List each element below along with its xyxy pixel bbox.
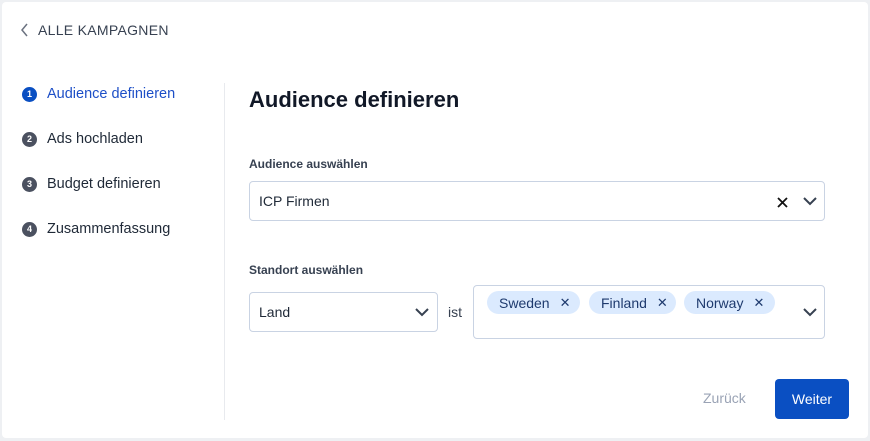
step-number: 4: [22, 221, 37, 237]
step-label: Zusammenfassung: [47, 221, 171, 237]
chevron-down-icon[interactable]: [803, 308, 817, 317]
audience-label: Audience auswählen: [249, 157, 368, 171]
tag-label: Sweden: [499, 294, 550, 311]
tag-sweden: Sweden ✕: [487, 291, 580, 314]
step-number: 3: [22, 176, 37, 192]
step-label: Audience definieren: [47, 86, 176, 102]
back-button[interactable]: Zurück: [703, 390, 746, 406]
step-ads[interactable]: 2 Ads hochladen: [22, 131, 143, 147]
audience-select[interactable]: ICP Firmen: [249, 181, 825, 221]
step-label: Budget definieren: [47, 176, 161, 192]
page-title: Audience definieren: [249, 87, 460, 112]
step-number: 1: [22, 86, 37, 102]
tag-label: Finland: [601, 294, 647, 311]
tag-norway: Norway ✕: [684, 291, 775, 314]
remove-tag-icon[interactable]: ✕: [559, 294, 571, 310]
divider: [224, 83, 225, 420]
location-label: Standort auswählen: [249, 263, 364, 277]
step-number: 2: [22, 131, 37, 147]
step-summary[interactable]: 4 Zusammenfassung: [22, 221, 170, 237]
clear-icon[interactable]: [777, 197, 788, 208]
next-button[interactable]: Weiter: [775, 379, 849, 419]
chevron-down-icon[interactable]: [415, 308, 429, 317]
tag-finland: Finland ✕: [589, 291, 676, 314]
step-audience[interactable]: 1 Audience definieren: [22, 86, 175, 102]
location-multiselect[interactable]: Sweden ✕ Finland ✕ Norway ✕: [473, 285, 825, 339]
step-budget[interactable]: 3 Budget definieren: [22, 176, 161, 192]
location-type-value: Land: [259, 304, 291, 320]
remove-tag-icon[interactable]: ✕: [753, 294, 765, 310]
operator-label: ist: [448, 304, 462, 320]
chevron-down-icon[interactable]: [803, 197, 817, 206]
back-link-label: ALLE KAMPAGNEN: [38, 22, 169, 38]
audience-value: ICP Firmen: [259, 193, 330, 209]
location-type-select[interactable]: Land: [249, 292, 438, 332]
step-label: Ads hochladen: [47, 131, 143, 147]
tag-label: Norway: [696, 294, 744, 311]
back-link[interactable]: ALLE KAMPAGNEN: [20, 22, 169, 38]
remove-tag-icon[interactable]: ✕: [656, 294, 668, 310]
chevron-left-icon: [21, 23, 28, 37]
